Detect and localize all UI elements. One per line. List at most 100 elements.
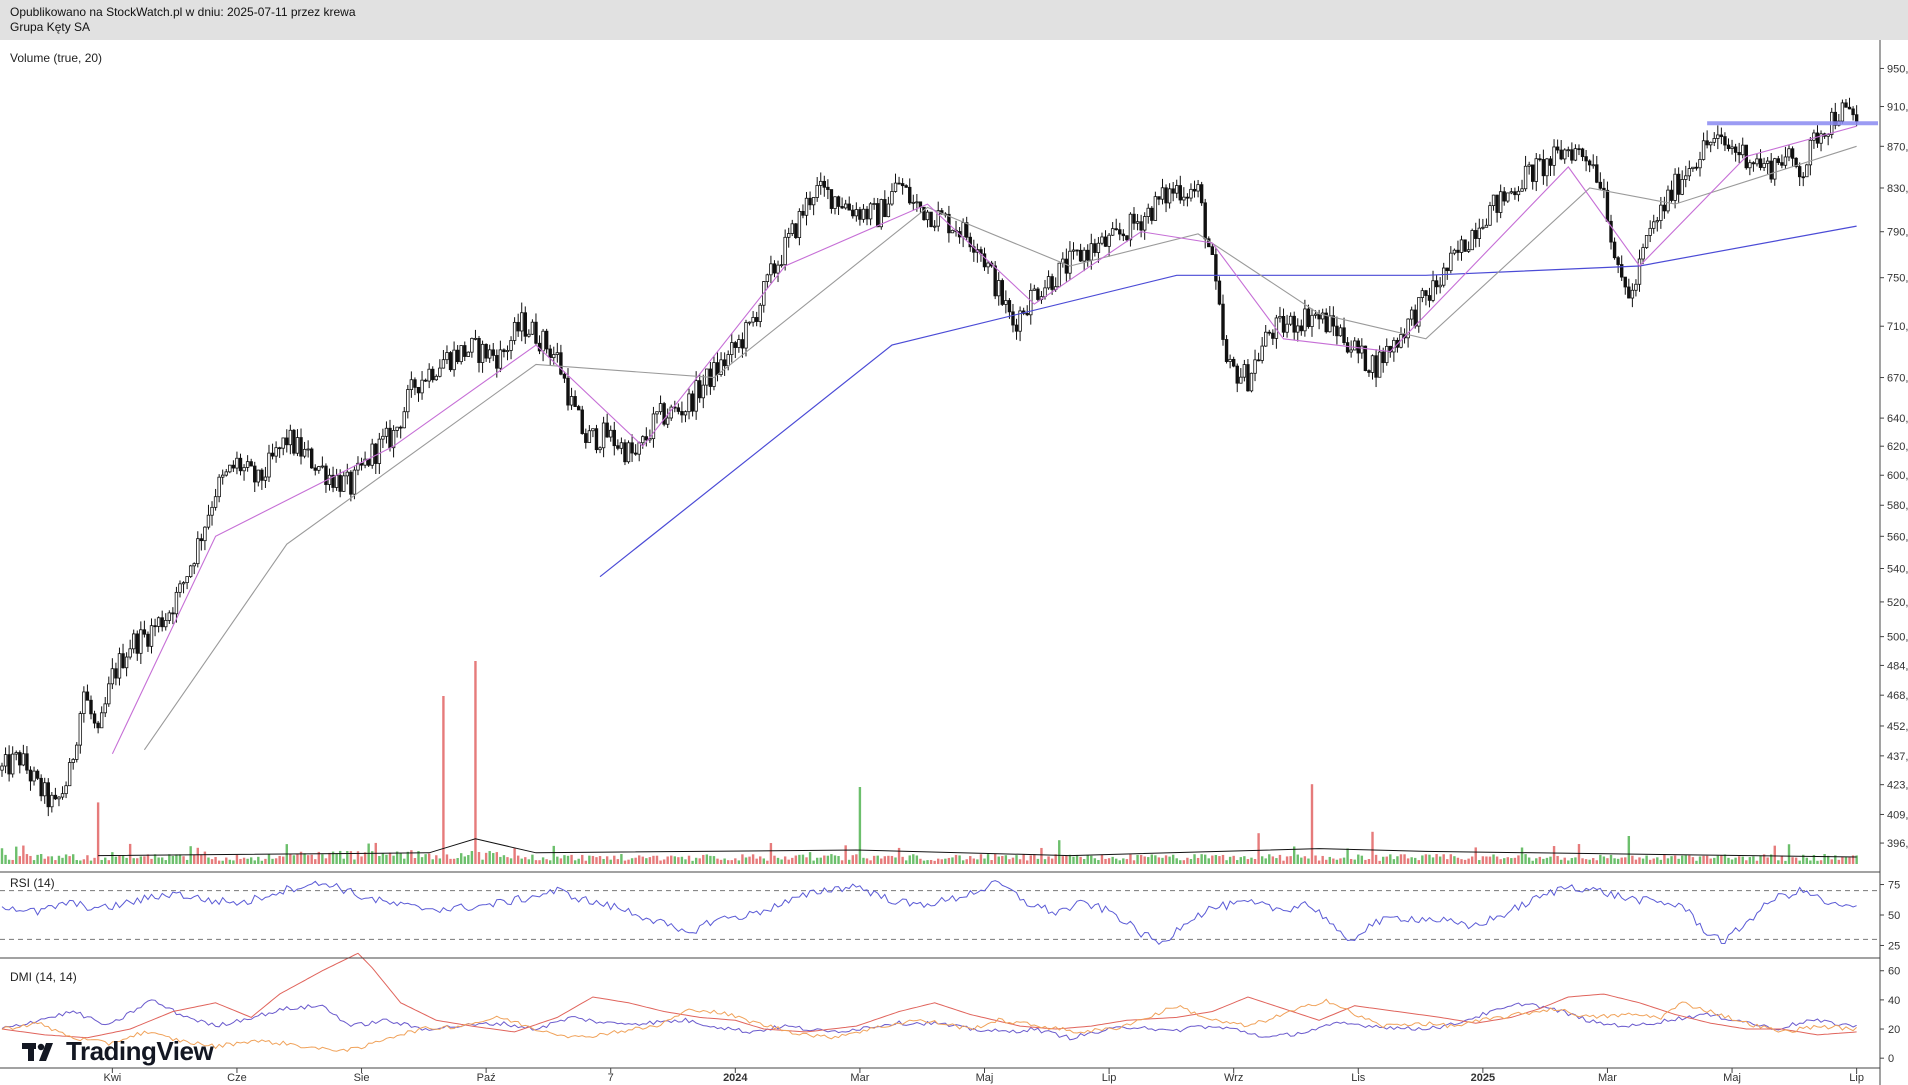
candle-body bbox=[85, 691, 90, 701]
volume-bar bbox=[1189, 859, 1193, 864]
volume-bar bbox=[1787, 844, 1791, 864]
instrument-name: Grupa Kęty SA bbox=[10, 20, 91, 34]
candle-body bbox=[1808, 139, 1813, 166]
candle-body bbox=[1007, 300, 1012, 313]
volume-bar bbox=[128, 843, 132, 864]
rsi-tick-label: 25 bbox=[1888, 940, 1900, 952]
candle-body bbox=[676, 407, 681, 412]
candle-body bbox=[1502, 191, 1506, 202]
volume-bar bbox=[791, 857, 794, 864]
candle-body bbox=[1623, 276, 1627, 288]
volume-bar bbox=[153, 854, 157, 864]
candle-body bbox=[904, 185, 908, 188]
volume-bar bbox=[395, 851, 399, 864]
candle-body bbox=[1345, 342, 1350, 353]
volume-bar bbox=[1826, 855, 1830, 864]
volume-bar bbox=[1549, 856, 1552, 864]
volume-pane bbox=[0, 661, 1858, 864]
candle-body bbox=[277, 447, 282, 450]
price-tick-label: 409,00 bbox=[1887, 809, 1908, 821]
volume-bar bbox=[524, 857, 527, 864]
candle-body bbox=[470, 337, 474, 353]
candle-body bbox=[1733, 146, 1738, 153]
volume-bar bbox=[1513, 857, 1517, 864]
volume-bar bbox=[452, 858, 456, 864]
volume-bar bbox=[1243, 856, 1246, 864]
candle-body bbox=[370, 443, 374, 466]
volume-bar bbox=[566, 855, 570, 864]
volume-bar bbox=[1403, 854, 1406, 864]
candle-body bbox=[520, 312, 524, 332]
candle-body bbox=[295, 437, 300, 454]
volume-bar bbox=[324, 858, 328, 864]
volume-bar bbox=[1691, 857, 1695, 864]
candle-body bbox=[381, 435, 385, 440]
candle-body bbox=[352, 469, 357, 495]
volume-bar bbox=[431, 859, 434, 864]
volume-bar bbox=[1688, 855, 1691, 864]
candle-body bbox=[1495, 194, 1499, 213]
candle-body bbox=[110, 668, 115, 685]
volume-bar bbox=[54, 860, 57, 864]
candle-body bbox=[1431, 280, 1435, 301]
volume-bar bbox=[1431, 857, 1435, 864]
candle-body bbox=[53, 794, 58, 800]
candle-body bbox=[886, 203, 891, 218]
volume-bar bbox=[1663, 854, 1666, 864]
volume-bar bbox=[659, 860, 662, 864]
volume-bar bbox=[75, 860, 78, 864]
volume-bar bbox=[837, 856, 840, 864]
volume-bar bbox=[282, 856, 285, 864]
candle-body bbox=[505, 350, 510, 353]
volume-bar bbox=[734, 858, 737, 864]
price-tick-label: 600,00 bbox=[1887, 470, 1908, 482]
volume-bar bbox=[1100, 854, 1104, 864]
volume-bar bbox=[427, 853, 431, 864]
candle-body bbox=[562, 373, 567, 379]
volume-bar bbox=[591, 855, 595, 864]
candle-body bbox=[1228, 358, 1232, 362]
candle-body bbox=[1406, 318, 1410, 339]
candle-body bbox=[480, 343, 485, 363]
volume-bar bbox=[1164, 855, 1168, 864]
candle-body bbox=[1456, 249, 1460, 253]
candle-body bbox=[1815, 132, 1820, 144]
candle-body bbox=[21, 753, 26, 766]
volume-bar bbox=[492, 853, 495, 864]
volume-bar bbox=[210, 859, 214, 864]
candle-body bbox=[174, 591, 179, 615]
volume-bar bbox=[150, 858, 153, 864]
volume-bar bbox=[1823, 854, 1826, 864]
candle-body bbox=[1071, 249, 1076, 252]
candle-body bbox=[427, 368, 431, 382]
candle-body bbox=[644, 436, 649, 441]
candle-body bbox=[1434, 280, 1439, 288]
candle-body bbox=[591, 428, 595, 432]
candle-body bbox=[1488, 205, 1492, 226]
price-tick-label: 750,00 bbox=[1887, 273, 1908, 285]
candle-body bbox=[868, 203, 873, 220]
candle-body bbox=[544, 330, 549, 350]
candle-body bbox=[199, 538, 204, 542]
candle-body bbox=[1634, 283, 1638, 291]
volume-bar bbox=[260, 860, 264, 864]
candle-body bbox=[71, 759, 75, 763]
candle-body bbox=[1409, 309, 1414, 320]
candle-body bbox=[1716, 134, 1720, 139]
volume-bar bbox=[271, 858, 274, 864]
volume-bar bbox=[1723, 854, 1727, 864]
volume-bar bbox=[1481, 856, 1485, 864]
candle-body bbox=[1605, 189, 1610, 222]
volume-bar bbox=[50, 856, 54, 864]
volume-bar bbox=[121, 855, 125, 864]
volume-bar bbox=[406, 851, 410, 864]
volume-bar bbox=[1072, 856, 1075, 864]
volume-bar bbox=[937, 858, 940, 864]
volume-bar bbox=[353, 859, 356, 864]
price-tick-label: 423,00 bbox=[1887, 780, 1908, 792]
volume-bar bbox=[559, 858, 563, 864]
candle-body bbox=[1313, 313, 1318, 316]
candle-body bbox=[1103, 236, 1108, 247]
volume-bar bbox=[1132, 860, 1136, 864]
candle-body bbox=[1673, 173, 1677, 201]
